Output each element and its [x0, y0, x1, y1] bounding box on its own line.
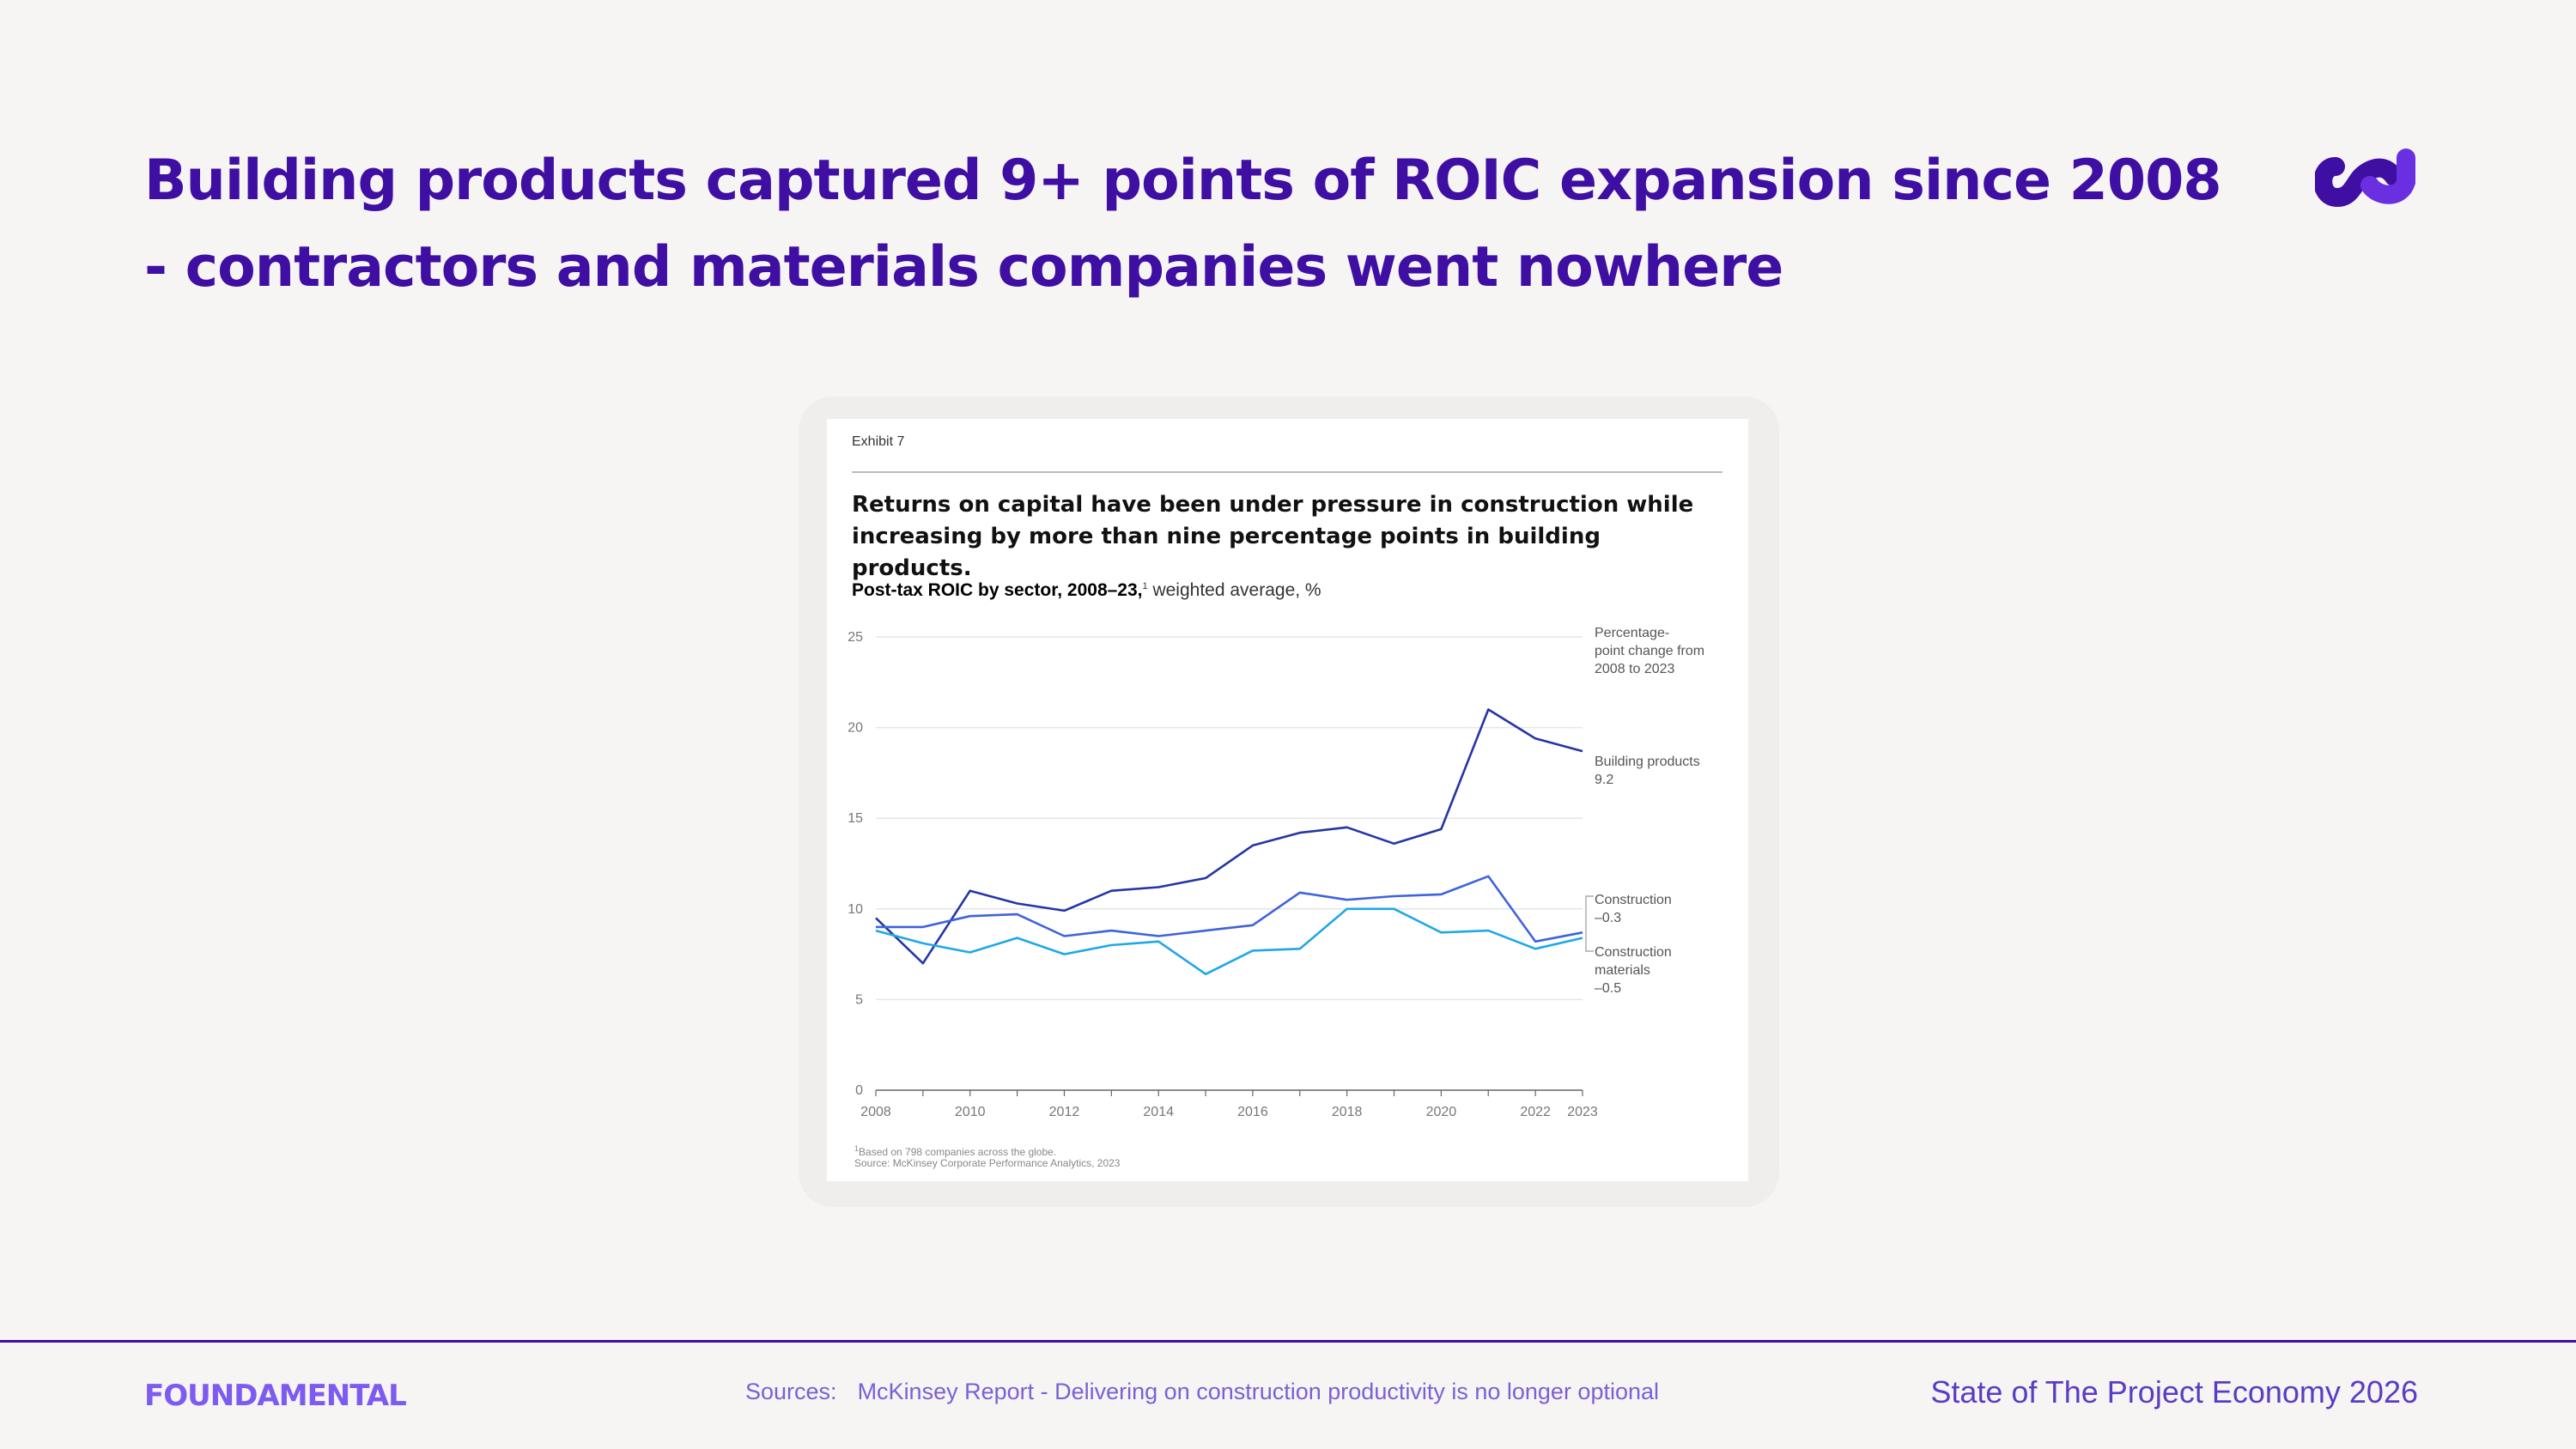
- chart-subtitle-footnote-mark: 1: [1142, 581, 1148, 591]
- chart-footnote-mark: 1: [854, 1144, 860, 1153]
- y-tick-label-15: 15: [848, 811, 863, 826]
- chart-subtitle: Post-tax ROIC by sector, 2008–23,1 weigh…: [852, 580, 1321, 601]
- y-tick-label-20: 20: [848, 721, 863, 736]
- end-label-construction: Construction –0.3: [1595, 893, 1672, 925]
- chart-source: Source: McKinsey Corporate Performance A…: [854, 1157, 1121, 1169]
- end-label-construction-materials: Construction materials –0.5: [1595, 945, 1672, 996]
- legend-header-line: 2008 to 2023: [1595, 662, 1675, 676]
- x-tick-label-2020: 2020: [1426, 1105, 1457, 1119]
- slide-title: Building products captured 9+ points of …: [144, 149, 2222, 300]
- end-label-line: Construction: [1595, 945, 1672, 960]
- x-tick-label-2016: 2016: [1237, 1105, 1268, 1119]
- x-tick-label-2018: 2018: [1332, 1105, 1363, 1119]
- y-tick-label-10: 10: [848, 902, 863, 917]
- chart-footnote: 1Based on 798 companies across the globe…: [854, 1144, 1056, 1158]
- exhibit-label: Exhibit 7: [852, 434, 905, 449]
- chart-title: Returns on capital have been under press…: [852, 492, 1694, 581]
- legend-header-line: point change from: [1595, 644, 1704, 658]
- x-tick-label-2012: 2012: [1049, 1105, 1080, 1119]
- footer-divider: [0, 1340, 2576, 1343]
- series-line-2: [875, 907, 1583, 976]
- chart-subtitle-rest: weighted average, %: [1147, 580, 1321, 600]
- chart-footnote-text: Based on 798 companies across the globe.: [859, 1146, 1057, 1158]
- footer-sources: Sources: McKinsey Report - Delivering on …: [745, 1379, 1659, 1405]
- exhibit-divider: [852, 471, 1722, 473]
- x-tick-label-2022: 2022: [1520, 1105, 1551, 1119]
- footer-sources-text: McKinsey Report - Delivering on construc…: [857, 1379, 1660, 1404]
- y-tick-label-5: 5: [855, 992, 863, 1007]
- legend-header-line: Percentage-: [1595, 626, 1669, 640]
- end-label-line: –0.3: [1595, 911, 1621, 925]
- series-line-1: [876, 875, 1583, 943]
- x-tick-label-2014: 2014: [1143, 1105, 1174, 1119]
- end-label-line: Construction: [1595, 893, 1672, 907]
- brand-logo-icon: [2315, 149, 2415, 208]
- x-tick-label-2008: 2008: [860, 1105, 891, 1119]
- legend-header: Percentage-point change from 2008 to 2023: [1595, 626, 1704, 676]
- series-line-0: [875, 708, 1583, 965]
- footer-brand-logo: FOUNDAMENTAL: [144, 1379, 407, 1413]
- footer-report-title: State of The Project Economy 2026: [1930, 1374, 2418, 1410]
- footer-sources-label: Sources:: [745, 1379, 837, 1404]
- end-label-bracket: [1585, 895, 1594, 952]
- roic-line-chart: 0 5 10 15 20 25 2008 2010 2012 2014 2016 2018 2020 20…: [848, 626, 1704, 1119]
- end-label-building-products: Building products 9.2: [1595, 755, 1700, 787]
- end-label-line: 9.2: [1595, 773, 1613, 787]
- y-tick-label-0: 0: [855, 1083, 863, 1098]
- end-label-line: materials: [1595, 963, 1650, 978]
- x-tick-label-2023: 2023: [1567, 1105, 1598, 1119]
- y-tick-label-25: 25: [848, 630, 863, 645]
- exhibit-card: Exhibit 7 Returns on capital have been u…: [827, 419, 1748, 1181]
- end-label-line: –0.5: [1595, 981, 1621, 996]
- end-label-line: Building products: [1595, 755, 1700, 769]
- chart-subtitle-bold: Post-tax ROIC by sector, 2008–23,: [852, 580, 1143, 600]
- x-tick-label-2010: 2010: [955, 1105, 986, 1119]
